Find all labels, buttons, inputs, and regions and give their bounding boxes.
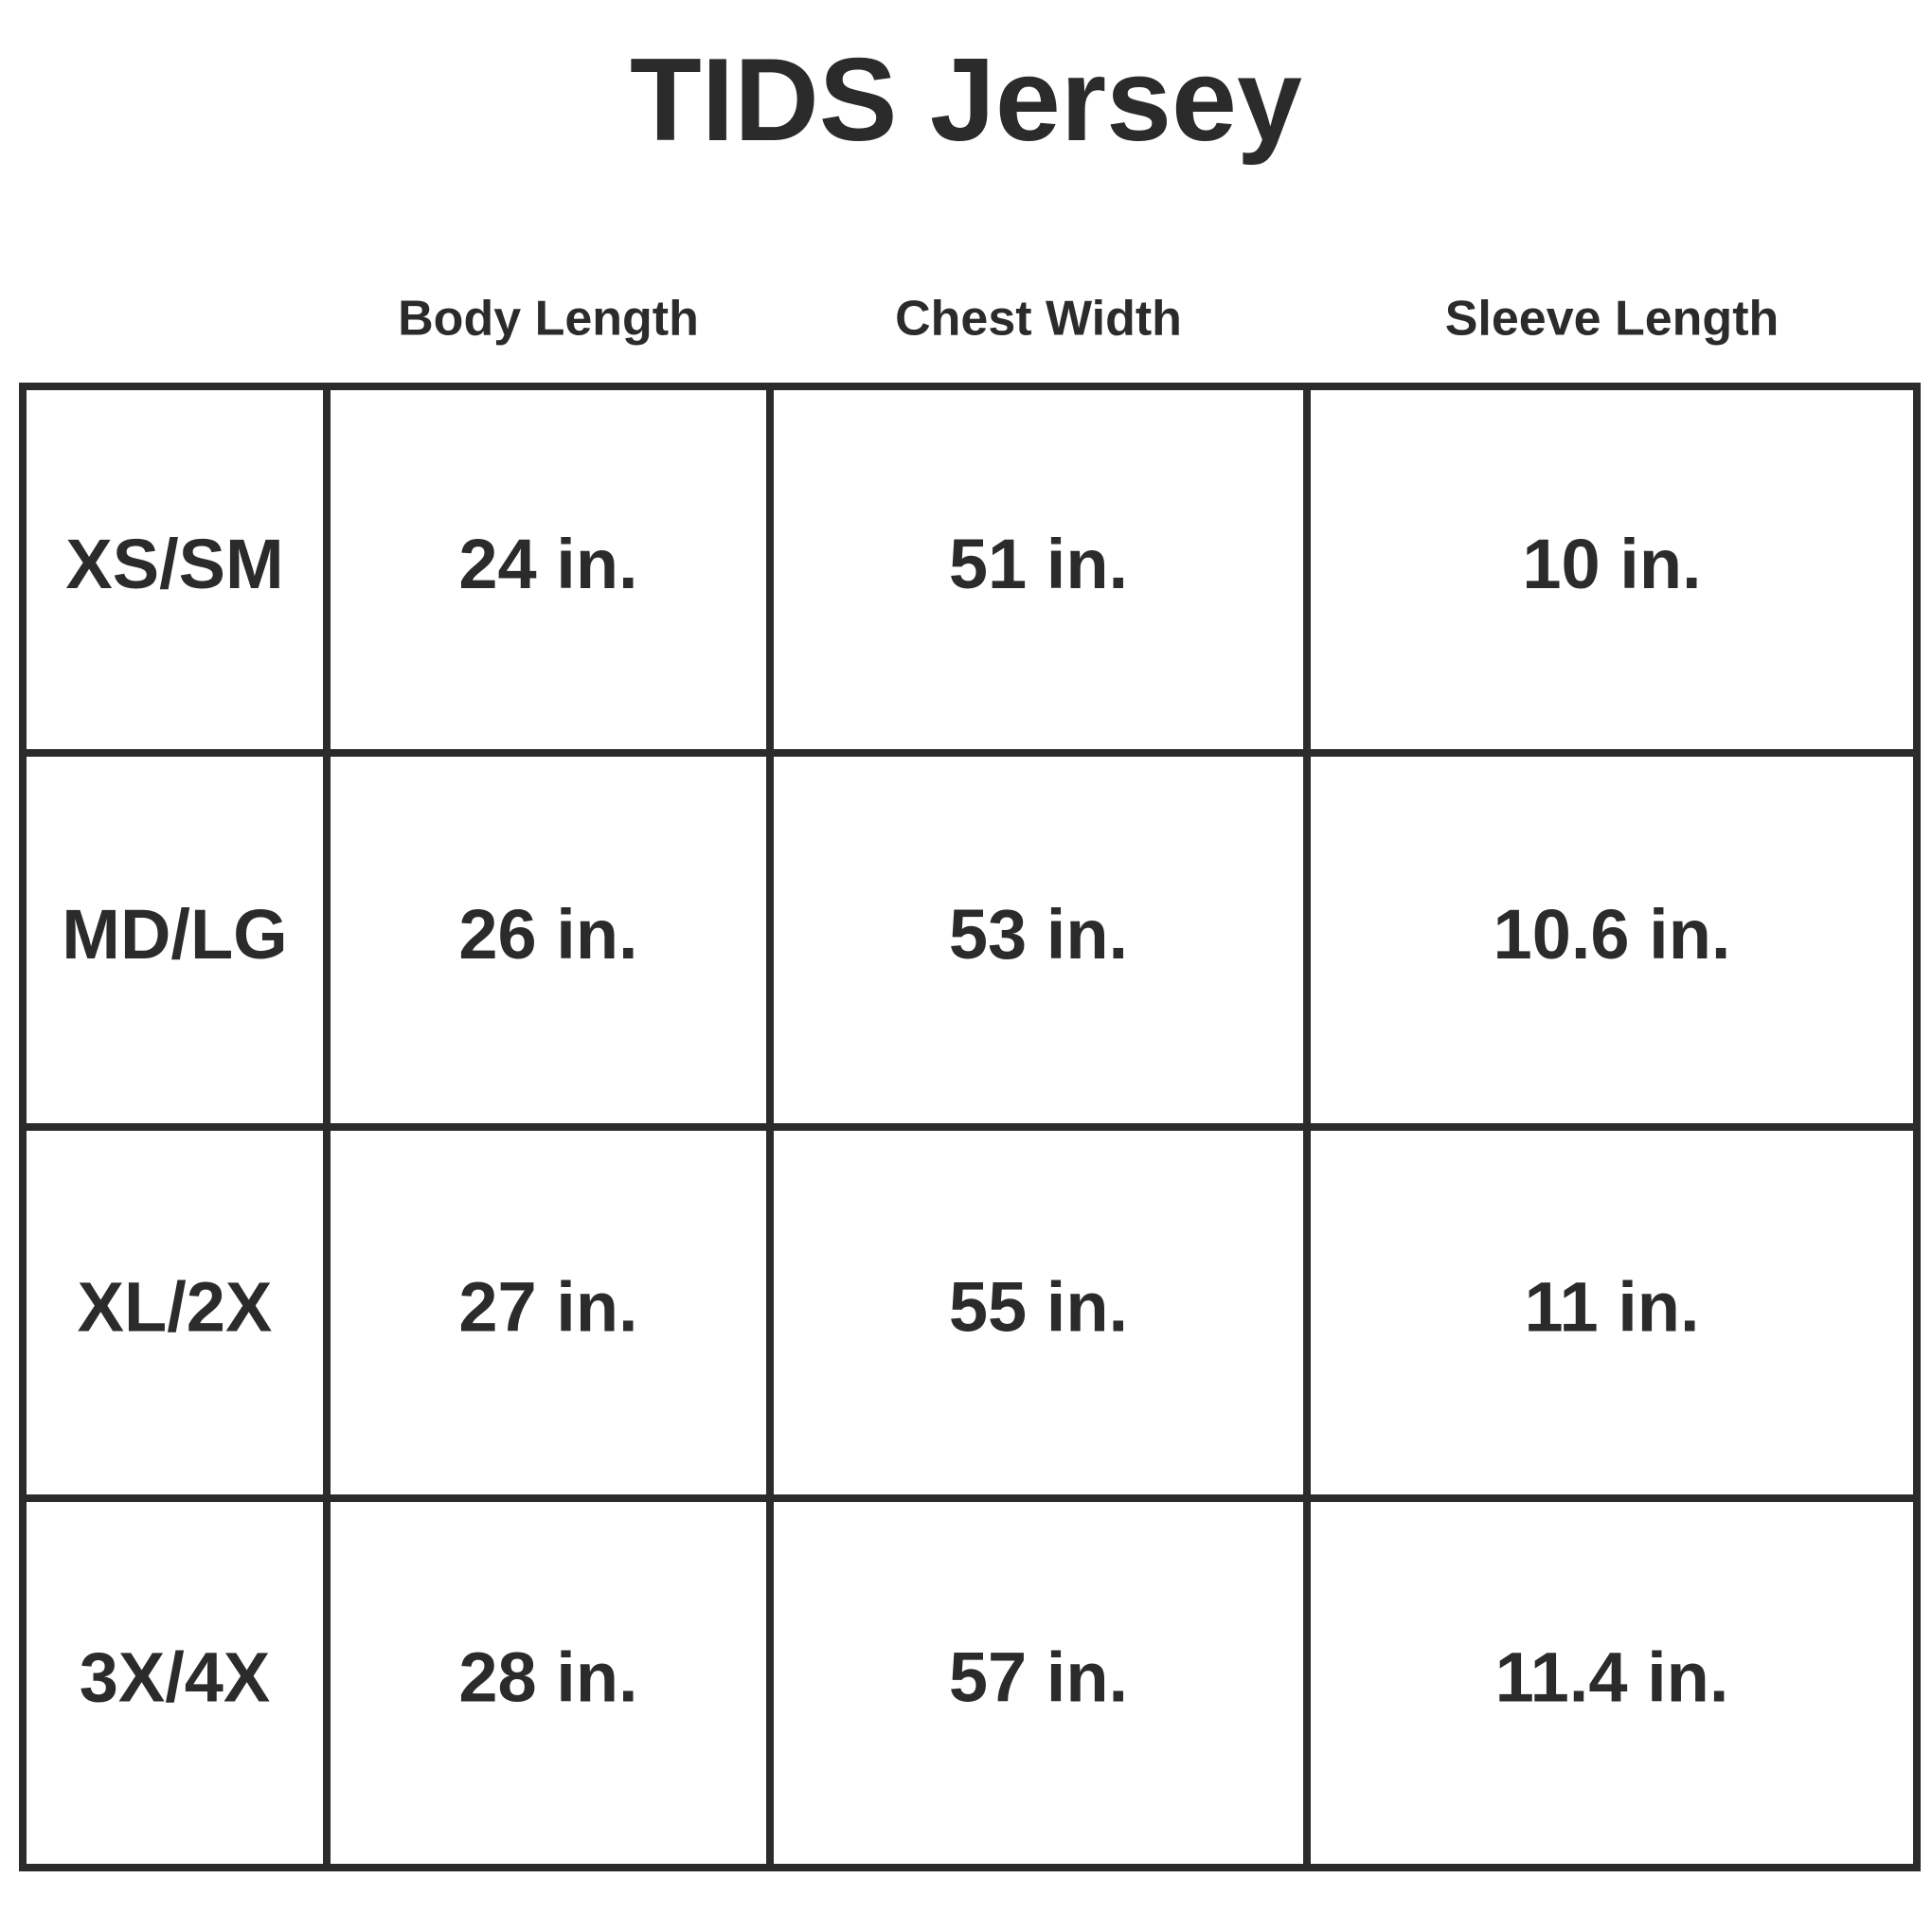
measurement: 11.4 in.: [1495, 1638, 1729, 1717]
column-header: Sleeve Length: [1445, 292, 1780, 347]
column-header: Body Length: [398, 292, 699, 347]
size-label: XS/SM: [65, 525, 283, 603]
title: TIDS Jersey: [630, 35, 1302, 166]
measurement: 10 in.: [1522, 525, 1701, 603]
measurement: 57 in.: [949, 1638, 1128, 1717]
size-label: XL/2X: [78, 1268, 273, 1347]
measurement: 27 in.: [458, 1268, 637, 1347]
measurement: 10.6 in.: [1494, 895, 1731, 974]
measurement: 53 in.: [949, 895, 1128, 974]
measurement: 51 in.: [949, 525, 1128, 603]
measurement: 26 in.: [458, 895, 637, 974]
column-header: Chest Width: [895, 292, 1182, 347]
size-label: 3X/4X: [80, 1638, 271, 1717]
size-label: MD/LG: [62, 895, 287, 974]
measurement: 24 in.: [458, 525, 637, 603]
measurement: 28 in.: [458, 1638, 637, 1717]
measurement: 55 in.: [949, 1268, 1128, 1347]
measurement: 11 in.: [1524, 1268, 1699, 1347]
